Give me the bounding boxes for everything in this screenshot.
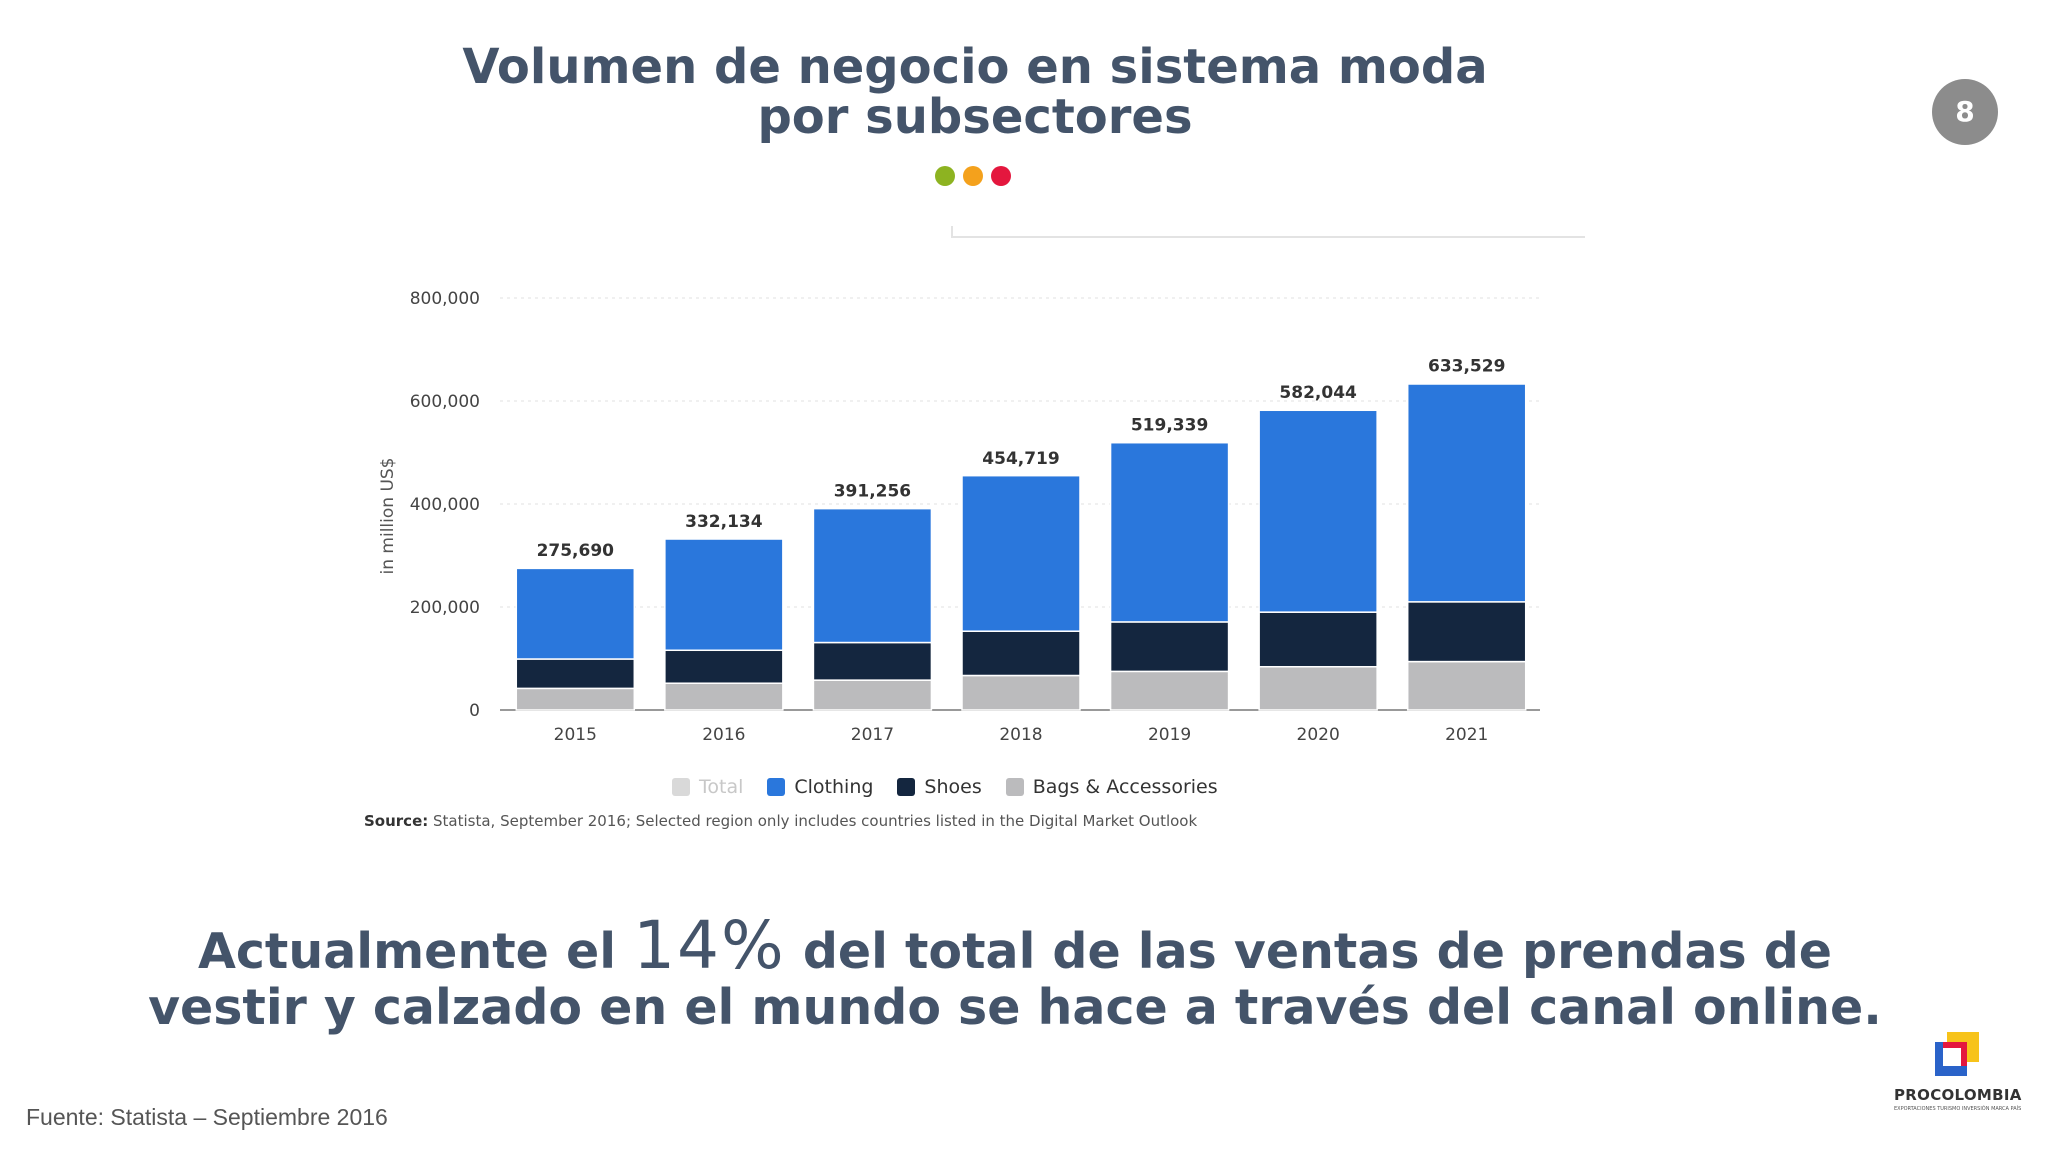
legend-label: Clothing: [794, 776, 874, 798]
headline-line1: Actualmente el 14% del total de las vent…: [0, 913, 2030, 980]
bar-shoes: [664, 649, 784, 684]
bar-shoes: [1109, 621, 1230, 673]
x-tick-label: 2019: [1148, 725, 1191, 745]
chart-source-label: Source:: [364, 812, 429, 830]
headline-highlight: 14%: [633, 907, 786, 984]
headline-line2: vestir y calzado en el mundo se hace a t…: [148, 979, 1882, 1036]
bar-shoes: [812, 641, 933, 681]
procolombia-logo-icon: [1935, 1032, 1979, 1076]
green-dot-icon: [935, 166, 955, 186]
slide-title: Volumen de negocio en sistema moda por s…: [0, 42, 1950, 142]
bar-clothing: [1406, 383, 1527, 603]
bar-bags-accessories: [812, 679, 933, 711]
y-axis-label: in million US$: [378, 458, 398, 575]
bar-shoes: [1258, 611, 1378, 668]
chart-source-text: Statista, September 2016; Selected regio…: [428, 812, 1198, 830]
procolombia-logo: PROCOLOMBIA EXPORTACIONES TURISMO INVERS…: [1890, 1032, 2021, 1116]
bar-total-label: 454,719: [982, 449, 1059, 469]
y-tick-label: 800,000: [410, 289, 480, 309]
logo-tagline: EXPORTACIONES TURISMO INVERSIÓN MARCA PA…: [1894, 1106, 2022, 1112]
chart-legend: Total Clothing Shoes Bags & Accessories: [672, 774, 1242, 800]
legend-item[interactable]: Total: [672, 776, 743, 798]
y-tick-label: 0: [469, 701, 480, 721]
legend-item[interactable]: Clothing: [767, 776, 873, 798]
chart-source-note: Source: Statista, September 2016; Select…: [364, 812, 1197, 830]
y-tick-label: 400,000: [410, 495, 480, 515]
legend-label: Total: [699, 776, 744, 798]
bar-clothing: [515, 567, 636, 660]
bar-clothing: [664, 538, 784, 652]
headline-line1-pre: Actualmente el: [197, 923, 634, 980]
bar-total-label: 391,256: [834, 482, 911, 502]
x-tick-label: 2017: [851, 725, 894, 745]
slide-title-line1: Volumen de negocio en sistema moda: [462, 39, 1488, 95]
bar-clothing: [812, 507, 933, 644]
headline: Actualmente el 14% del total de las vent…: [0, 913, 2030, 1036]
y-tick-label: 600,000: [410, 392, 480, 412]
x-tick-label: 2018: [999, 725, 1042, 745]
bar-bags-accessories: [1258, 665, 1378, 711]
divider: [951, 226, 1585, 238]
bar-shoes: [961, 630, 1081, 677]
bar-total-label: 582,044: [1279, 383, 1357, 403]
x-tick-label: 2021: [1445, 725, 1488, 745]
red-dot-icon: [991, 166, 1011, 186]
stacked-bar-chart: 800,000 600,000 400,000 200,000 0 in million …: [378, 289, 1540, 745]
logo-wordmark: PROCOLOMBIA: [1894, 1086, 2022, 1104]
legend-label: Bags & Accessories: [1032, 776, 1218, 798]
x-tick-label: 2016: [702, 725, 745, 745]
orange-dot-icon: [963, 166, 983, 186]
legend-item[interactable]: Shoes: [897, 776, 982, 798]
bar-total-label: 519,339: [1131, 416, 1208, 436]
bar-bags-accessories: [1406, 660, 1527, 711]
bar-total-label: 275,690: [537, 541, 615, 561]
bar-shoes: [515, 658, 636, 690]
footer-source: Fuente: Statista – Septiembre 2016: [26, 1104, 388, 1130]
x-tick-label: 2015: [554, 725, 597, 745]
legend-swatch: [767, 778, 786, 796]
slide-title-line2: por subsectores: [757, 89, 1193, 145]
y-tick-label: 200,000: [410, 598, 480, 618]
legend-swatch: [897, 778, 916, 796]
bar-bags-accessories: [961, 674, 1081, 711]
bar-clothing: [1258, 409, 1378, 613]
bar-shoes: [1406, 601, 1527, 663]
headline-line1-post: del total de las ventas de prendas de: [785, 923, 1833, 980]
page-number-badge: 8: [1932, 79, 1998, 145]
legend-item[interactable]: Bags & Accessories: [1005, 776, 1218, 798]
x-tick-label: 2020: [1297, 725, 1340, 745]
bar-clothing: [1109, 441, 1230, 623]
bar-clothing: [961, 474, 1081, 632]
legend-swatch: [1005, 778, 1024, 796]
legend-swatch: [672, 778, 690, 796]
bar-bags-accessories: [515, 687, 636, 711]
legend-label: Shoes: [924, 776, 982, 798]
bar-bags-accessories: [1109, 670, 1230, 711]
bar-total-label: 332,134: [685, 512, 763, 532]
bar-bags-accessories: [664, 682, 784, 711]
bar-total-label: 633,529: [1428, 357, 1505, 377]
